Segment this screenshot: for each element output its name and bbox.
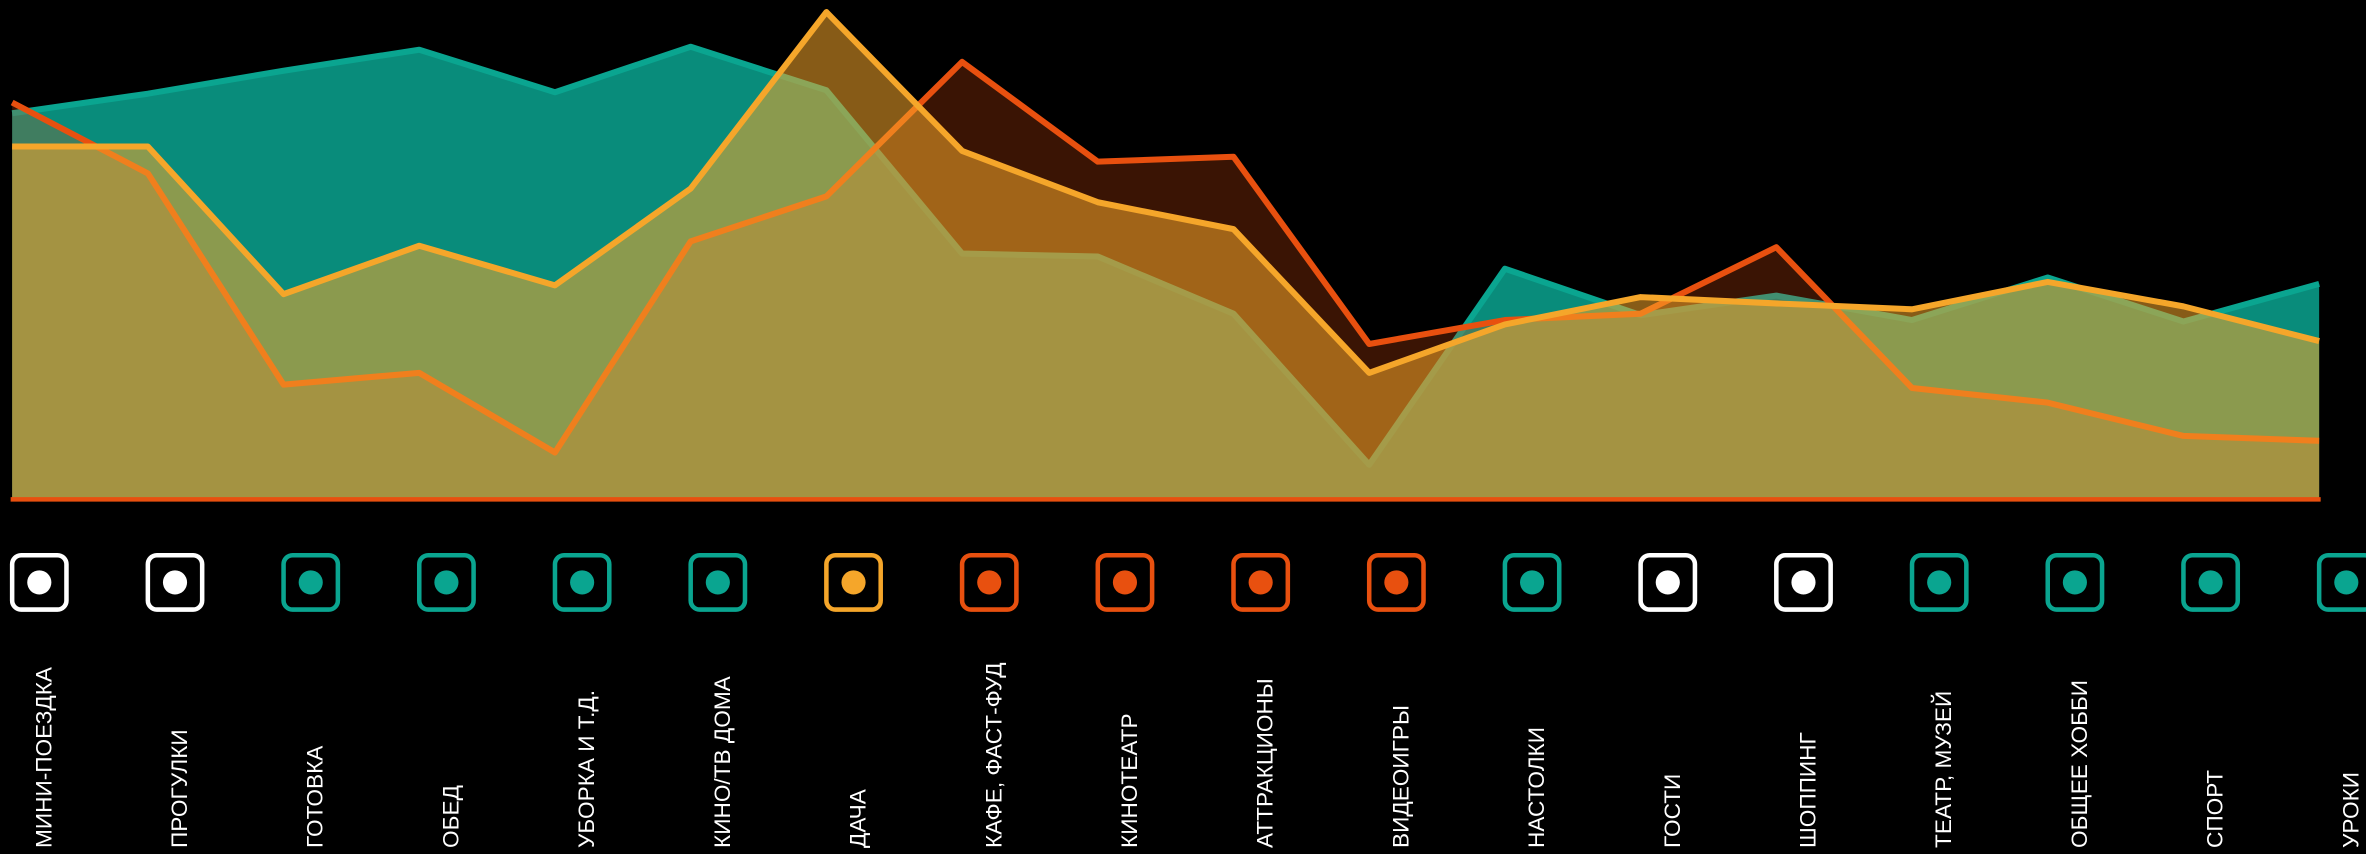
x-tick-label: КИНО/ТВ ДОМА: [710, 675, 735, 848]
category-icon: [959, 552, 1019, 612]
category-icon: [1927, 570, 1952, 595]
category-icon: [2198, 570, 2223, 595]
category-icon: [1520, 570, 1545, 595]
category-icon: [1774, 552, 1833, 612]
x-tick-label: ШОППИНГ: [1796, 732, 1821, 848]
x-tick-label: ГОСТИ: [1660, 774, 1685, 848]
area-fill: [12, 12, 2320, 501]
category-icon: [1502, 552, 1562, 612]
x-labels: МИНИ-ПОЕЗДКА ПРОГУЛКИ ГОТОВКА ОБЕД УБОРКА И …: [31, 662, 2363, 847]
category-icon: [162, 570, 188, 595]
category-icon: [1366, 552, 1426, 612]
plot-area: [10, 9, 2320, 501]
category-icon: [1384, 570, 1409, 595]
category-icon: [552, 552, 612, 612]
x-tick-label: ПРОГУЛКИ: [167, 729, 192, 848]
category-icon: [688, 552, 748, 612]
category-icon: [841, 570, 866, 595]
category-icon: [298, 570, 323, 595]
category-icon: [1095, 552, 1155, 612]
category-icon: [570, 570, 595, 595]
category-icon: [434, 570, 459, 595]
x-tick-label: ТЕАТР, МУЗЕЙ: [1931, 691, 1956, 848]
x-tick-label: ОБЕД: [438, 785, 463, 848]
icons: [9, 552, 2366, 612]
category-icon: [1231, 552, 1291, 612]
category-icon: [2334, 570, 2359, 595]
category-icon: [27, 570, 52, 595]
category-icon: [1248, 570, 1273, 595]
category-icon: [1112, 570, 1138, 595]
category-icon: [824, 552, 883, 612]
category-icon: [145, 552, 205, 612]
category-icon: [417, 552, 476, 612]
x-tick-label: УРОКИ: [2338, 772, 2363, 848]
category-icon: [977, 570, 1002, 595]
x-tick-label: КАФЕ, ФАСТ-ФУД: [981, 662, 1006, 847]
category-icon: [705, 570, 730, 595]
category-icon: [2316, 552, 2366, 612]
category-icon: [2181, 552, 2241, 612]
category-icon: [281, 552, 341, 612]
x-tick-label: МИНИ-ПОЕЗДКА: [31, 666, 56, 848]
category-icon: [2045, 552, 2105, 612]
x-tick-label: ВИДЕОИГРЫ: [1388, 705, 1413, 848]
category-icon: [2062, 570, 2087, 595]
x-tick-label: УБОРКА И Т.Д.: [574, 690, 599, 848]
x-tick-label: ДАЧА: [846, 788, 871, 848]
category-icon: [1638, 552, 1698, 612]
x-tick-label: ОБЩЕЕ ХОББИ: [2067, 680, 2092, 848]
x-tick-label: СПОРТ: [2203, 770, 2228, 848]
category-icon: [1655, 570, 1680, 595]
category-icon: [9, 552, 69, 612]
x-tick-label: ГОТОВКА: [303, 745, 328, 848]
x-tick-label: АТТРАКЦИОНЫ: [1253, 678, 1278, 848]
x-tick-label: НАСТОЛКИ: [1524, 727, 1549, 848]
line: [12, 9, 2320, 376]
category-icon: [1909, 552, 1969, 612]
category-icon: [1791, 570, 1816, 595]
x-tick-label: КИНОТЕАТР: [1117, 713, 1142, 848]
